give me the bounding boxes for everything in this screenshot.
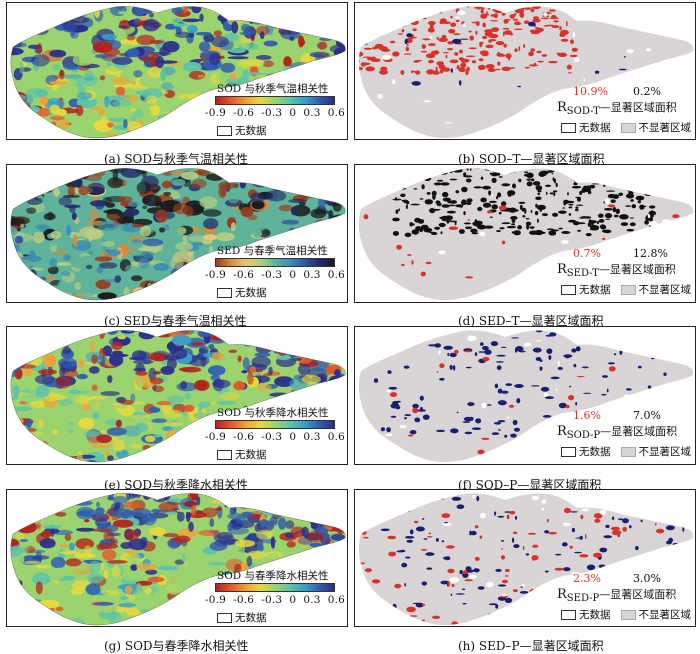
nodata-legend: 无数据 — [217, 123, 267, 138]
panel-caption-b: (b) SOD–T—显著区域面积 — [458, 152, 605, 166]
significance-map — [358, 493, 694, 626]
nodata-label: 无数据 — [235, 449, 267, 461]
significant-positive-percent: 0.2% — [633, 85, 661, 98]
nodata-legend: 无数据 — [217, 285, 267, 300]
correlation-map — [10, 6, 346, 139]
significance-legend: 无数据 不显著区域 — [561, 120, 691, 135]
nonsig-swatch — [620, 609, 636, 620]
map-panel-e: SOD 与秋季降水相关性 -0.9 -0.6 -0.3 0 0.3 0.6 0.8… — [6, 326, 348, 465]
nodata-swatch — [217, 449, 232, 460]
map-panel-f: 1.6% 7.0% RSOD-P—显著区域面积无数据 不显著区域 — [354, 326, 696, 465]
significant-negative-percent: 2.3% — [573, 572, 601, 585]
significance-title: RSED-P—显著区域面积 — [557, 587, 677, 604]
nodata-label: 无数据 — [579, 122, 611, 134]
nodata-swatch — [561, 284, 576, 295]
map-panel-a: SOD 与秋季气温相关性 -0.9 -0.6 -0.3 0 0.3 0.6 0.9… — [6, 2, 348, 140]
significance-title: RSOD-P—显著区域面积 — [557, 424, 678, 441]
nodata-label: 无数据 — [235, 612, 267, 624]
nonsig-swatch — [620, 446, 636, 457]
r-rest: —显著区域面积 — [599, 101, 677, 114]
significant-negative-percent: 10.9% — [573, 85, 608, 98]
nonsig-label: 不显著区域 — [638, 122, 692, 134]
significance-map — [358, 168, 694, 301]
significance-legend: 无数据 不显著区域 — [561, 282, 691, 297]
nonsig-label: 不显著区域 — [638, 609, 692, 621]
significance-title: RSOD-T—显著区域面积 — [557, 100, 677, 117]
r-rest: —显著区域面积 — [598, 263, 676, 276]
significance-title: RSED-T—显著区域面积 — [557, 262, 676, 279]
nodata-swatch — [217, 125, 232, 136]
nodata-swatch — [561, 122, 576, 133]
nodata-label: 无数据 — [235, 287, 267, 299]
significance-map — [358, 330, 694, 463]
nodata-swatch — [217, 287, 232, 298]
r-subscript: SOD-P — [566, 430, 601, 441]
significance-legend: 无数据 不显著区域 — [561, 444, 691, 459]
colorbar-title: SOD 与秋季气温相关性 — [217, 83, 329, 95]
nodata-swatch — [561, 609, 576, 620]
panel-caption-f: (f) SOD–P—显著区域面积 — [458, 478, 602, 492]
nodata-swatch — [561, 446, 576, 457]
panel-caption-e: (e) SOD与秋季降水相关性 — [104, 478, 248, 492]
correlation-map — [10, 493, 346, 626]
significant-negative-percent: 0.7% — [573, 247, 601, 260]
r-subscript: SED-T — [566, 268, 599, 279]
significance-map — [358, 6, 694, 139]
significant-negative-percent: 1.6% — [573, 409, 601, 422]
colorbar-ticks: -0.9 -0.6 -0.3 0 0.3 0.6 0.9 — [205, 107, 345, 119]
correlation-map — [10, 168, 346, 301]
significance-legend: 无数据 不显著区域 — [561, 607, 691, 622]
map-panel-g: SOD 与春季降水相关性 -0.9 -0.6 -0.3 0 0.3 0.6 0.9… — [6, 489, 348, 627]
panel-caption-d: (d) SED–T—显著区域面积 — [458, 314, 604, 328]
nodata-legend: 无数据 — [217, 447, 267, 462]
colorbar-ticks: -0.9 -0.6 -0.3 0 0.3 0.6 0.9 — [205, 269, 345, 281]
r-subscript: SED-P — [566, 593, 600, 604]
nonsig-label: 不显著区域 — [638, 284, 692, 296]
map-panel-b: 10.9% 0.2% RSOD-T—显著区域面积无数据 不显著区域 — [354, 2, 696, 140]
colorbar — [215, 583, 335, 592]
nodata-swatch — [217, 612, 232, 623]
r-subscript: SOD-T — [566, 106, 600, 117]
panel-caption-a: (a) SOD与秋季气温相关性 — [104, 152, 249, 166]
nonsig-swatch — [620, 122, 636, 133]
nodata-label: 无数据 — [579, 609, 611, 621]
nodata-legend: 无数据 — [217, 610, 267, 625]
r-rest: —显著区域面积 — [600, 425, 678, 438]
significant-positive-percent: 7.0% — [633, 409, 661, 422]
colorbar-ticks: -0.9 -0.6 -0.3 0 0.3 0.6 0.8 — [205, 431, 345, 443]
colorbar-ticks: -0.9 -0.6 -0.3 0 0.3 0.6 0.9 — [205, 594, 345, 606]
r-rest: —显著区域面积 — [599, 588, 677, 601]
nonsig-label: 不显著区域 — [638, 446, 692, 458]
map-panel-c: SED 与春季气温相关性 -0.9 -0.6 -0.3 0 0.3 0.6 0.9… — [6, 164, 348, 303]
nodata-label: 无数据 — [579, 446, 611, 458]
colorbar-title: SOD 与秋季降水相关性 — [217, 407, 329, 419]
map-panel-h: 2.3% 3.0% RSED-P—显著区域面积无数据 不显著区域 — [354, 489, 696, 627]
significant-positive-percent: 3.0% — [633, 572, 661, 585]
nonsig-swatch — [620, 284, 636, 295]
colorbar — [215, 96, 335, 105]
nodata-label: 无数据 — [235, 125, 267, 137]
colorbar — [215, 258, 335, 267]
panel-caption-c: (c) SED与春季气温相关性 — [104, 314, 247, 328]
significant-positive-percent: 12.8% — [633, 247, 668, 260]
colorbar-title: SOD 与春季降水相关性 — [217, 570, 329, 582]
map-panel-d: 0.7% 12.8% RSED-T—显著区域面积无数据 不显著区域 — [354, 164, 696, 303]
colorbar-title: SED 与春季气温相关性 — [217, 245, 328, 257]
colorbar — [215, 420, 335, 429]
nodata-label: 无数据 — [579, 284, 611, 296]
